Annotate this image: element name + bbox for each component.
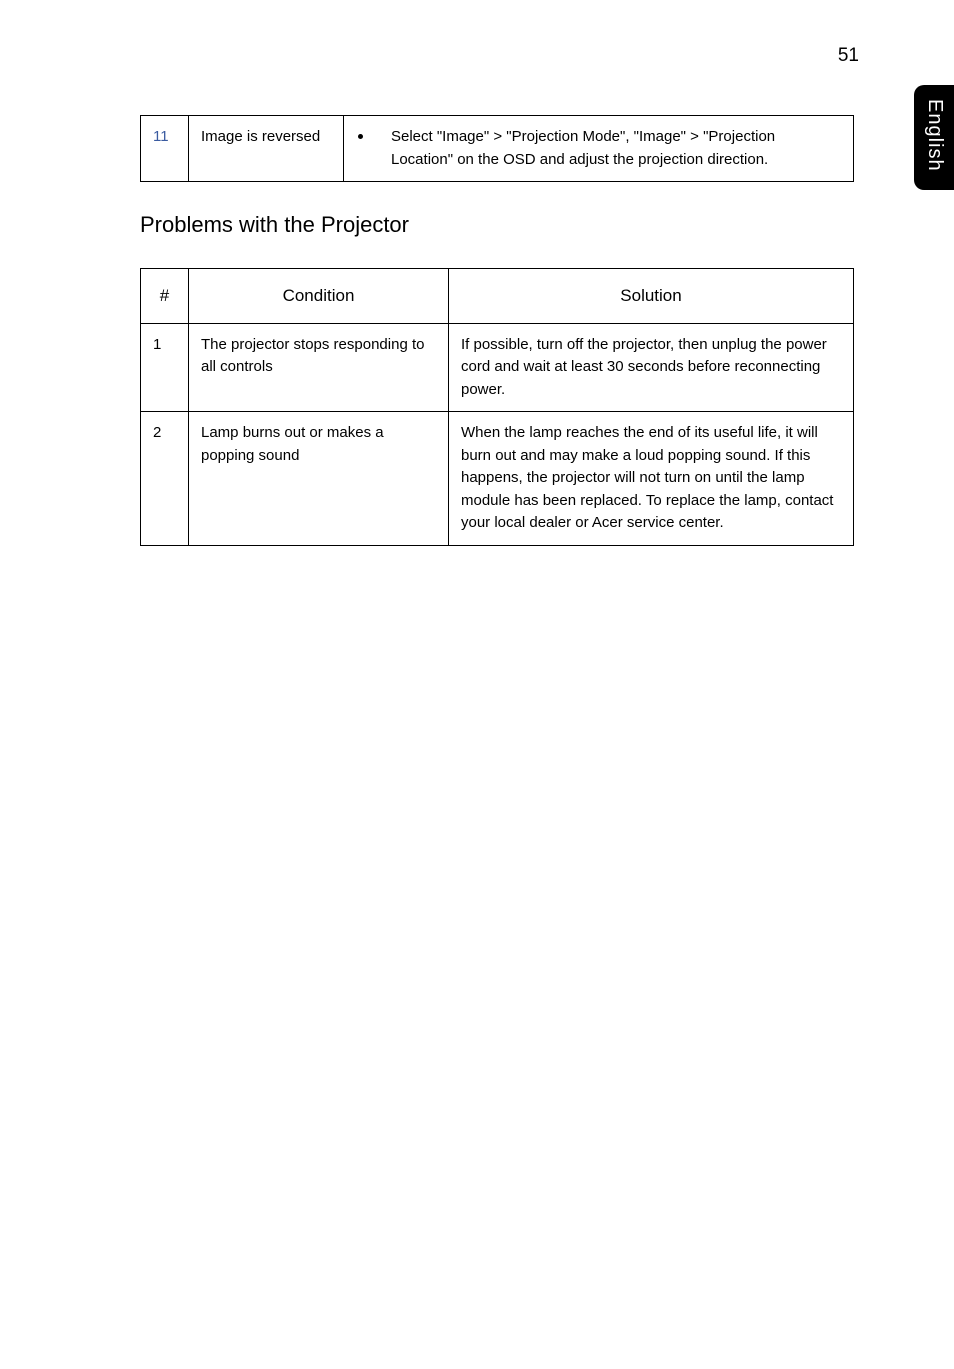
cell-solution: If possible, turn off the projector, the… [449, 323, 854, 412]
table-row: 11 Image is reversed Select "Image" > "P… [141, 116, 854, 182]
header-number: # [141, 269, 189, 324]
bullet-icon [358, 134, 363, 139]
cell-number: 2 [141, 412, 189, 546]
page-number: 51 [838, 45, 859, 67]
cell-condition: The projector stops responding to all co… [189, 323, 449, 412]
troubleshoot-table-continued: 11 Image is reversed Select "Image" > "P… [140, 115, 854, 182]
cell-condition: Lamp burns out or makes a popping sound [189, 412, 449, 546]
header-condition: Condition [189, 269, 449, 324]
projector-problems-table: # Condition Solution 1 The projector sto… [140, 268, 854, 546]
bullet-item: Select "Image" > "Projection Mode", "Ima… [358, 126, 841, 171]
language-label: English [914, 85, 946, 172]
cell-solution: When the lamp reaches the end of its use… [449, 412, 854, 546]
header-solution: Solution [449, 269, 854, 324]
language-tab: English [914, 85, 954, 190]
table-row: 2 Lamp burns out or makes a popping soun… [141, 412, 854, 546]
row-solution: Select "Image" > "Projection Mode", "Ima… [344, 116, 854, 182]
section-heading: Problems with the Projector [140, 212, 854, 238]
table-row: 1 The projector stops responding to all … [141, 323, 854, 412]
row-condition: Image is reversed [189, 116, 344, 182]
bullet-text: Select "Image" > "Projection Mode", "Ima… [391, 126, 841, 171]
page-content: 11 Image is reversed Select "Image" > "P… [0, 0, 954, 546]
cell-number: 1 [141, 323, 189, 412]
table-header-row: # Condition Solution [141, 269, 854, 324]
row-number: 11 [141, 116, 189, 182]
